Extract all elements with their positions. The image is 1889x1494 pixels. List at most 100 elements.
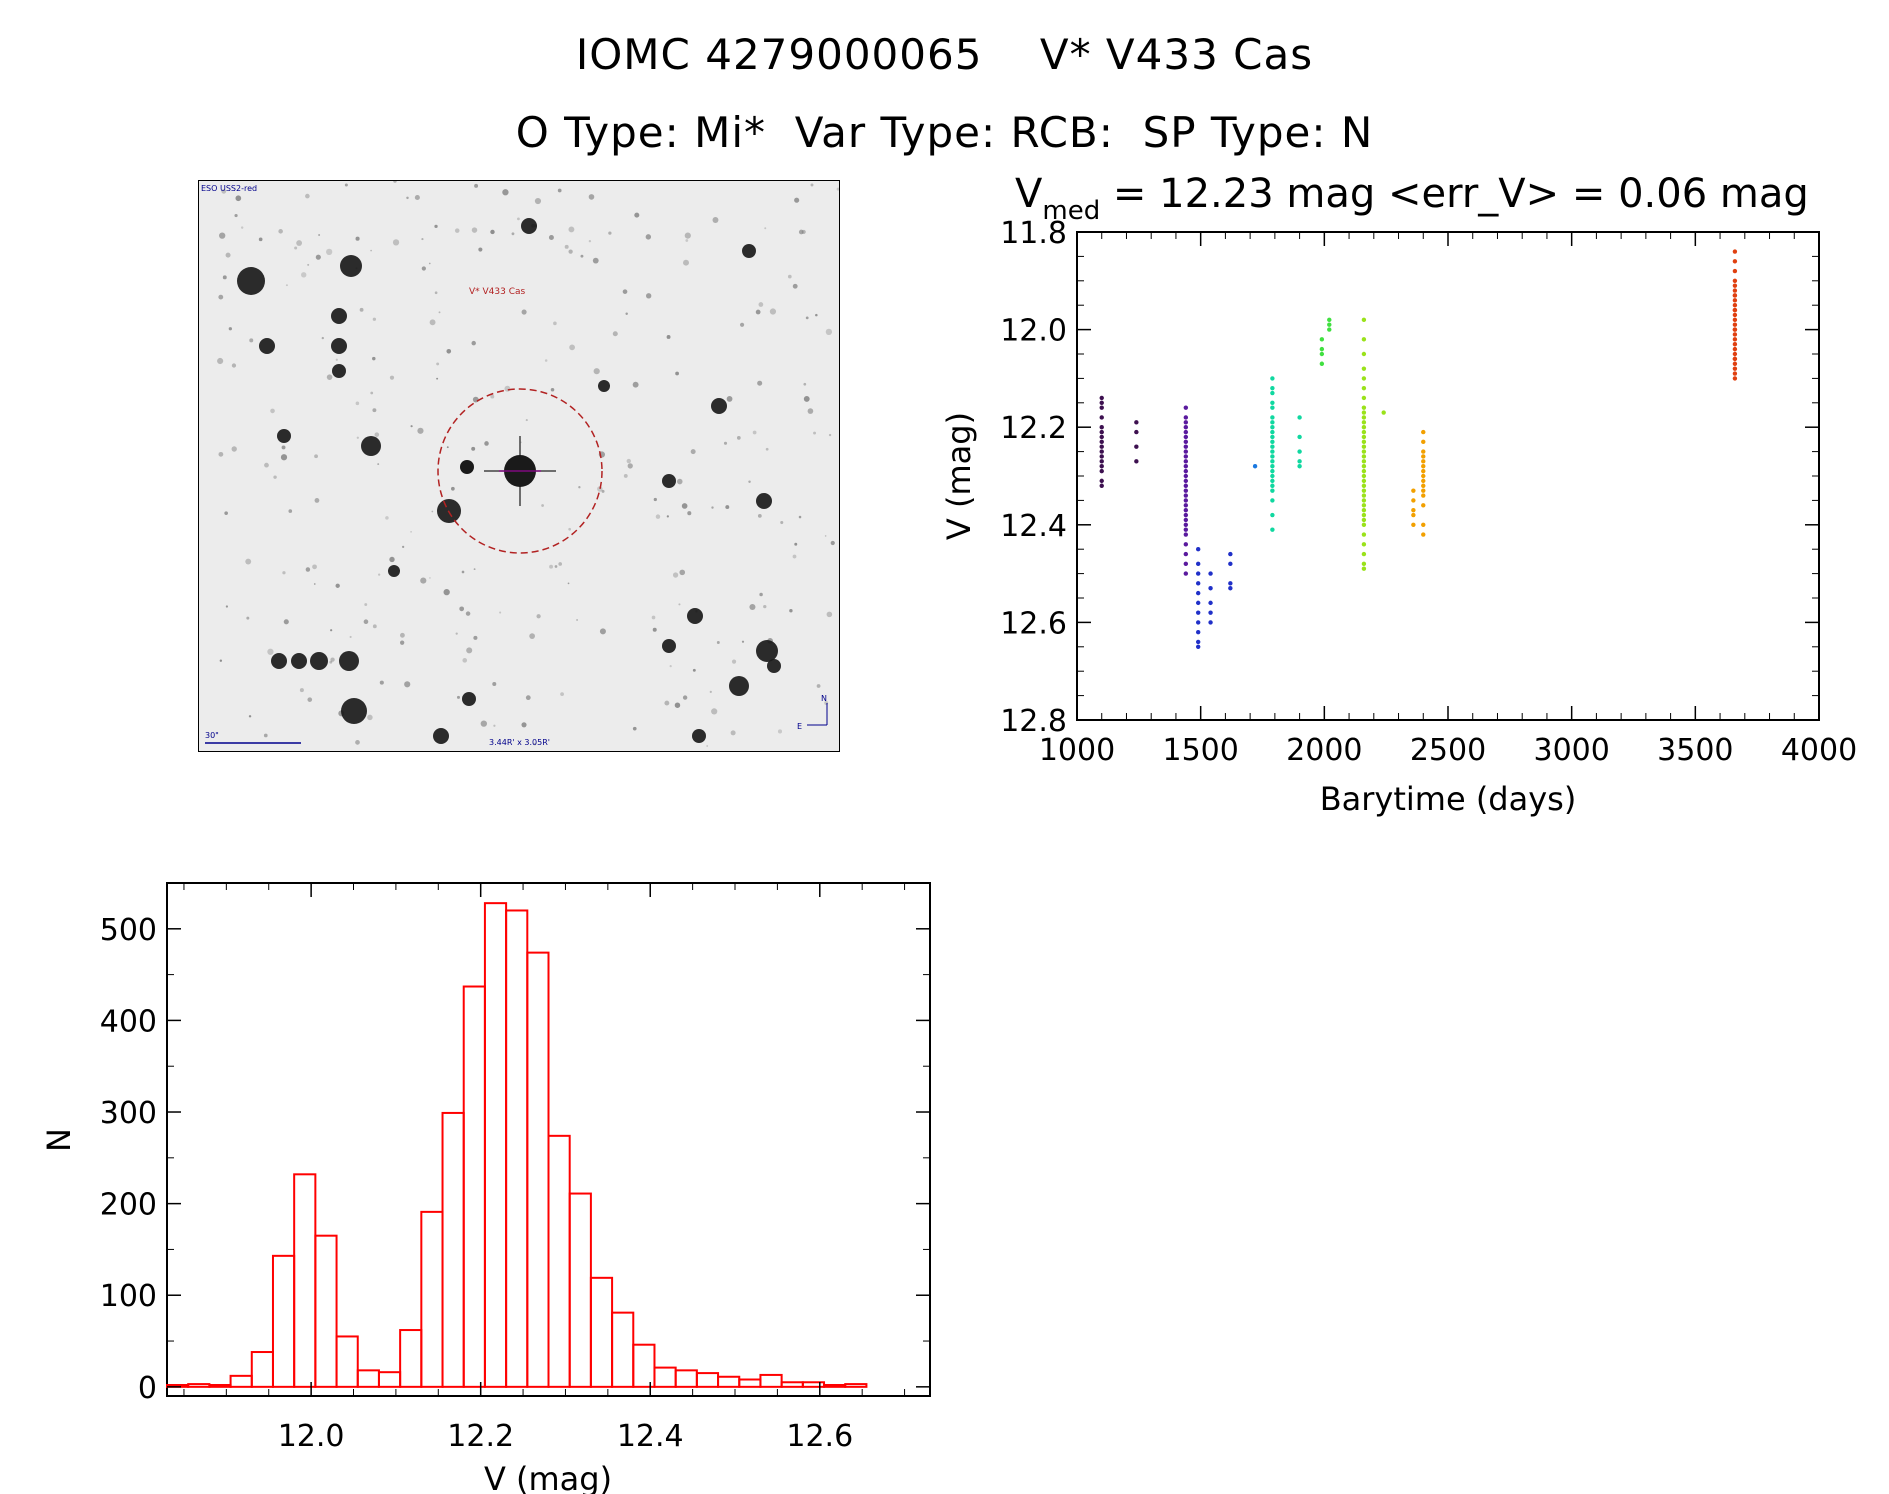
data-point (1099, 405, 1104, 410)
data-point (1421, 483, 1426, 488)
x-tick-label: 2500 (1410, 733, 1486, 768)
data-point (1327, 327, 1332, 332)
y-tick-label: 12.4 (1000, 509, 1067, 544)
star (813, 431, 817, 435)
data-point (1361, 449, 1367, 454)
star (739, 322, 745, 327)
star (534, 197, 542, 205)
star (490, 229, 495, 235)
data-point (1134, 429, 1139, 435)
data-point (1421, 473, 1426, 479)
data-point (1270, 415, 1275, 420)
star (627, 463, 633, 469)
star (219, 232, 226, 239)
star (517, 217, 520, 221)
data-point (1361, 410, 1367, 415)
x-tick-label: 3500 (1657, 733, 1733, 768)
data-point (1183, 498, 1189, 503)
star (692, 668, 696, 672)
data-point (1732, 351, 1738, 357)
data-point (1270, 459, 1275, 464)
data-point (1270, 454, 1275, 459)
star (632, 726, 637, 731)
light-curve-title: Vmed = 12.23 mag <err_V> = 0.06 mag (1015, 171, 1809, 226)
data-point (1319, 346, 1325, 352)
star (291, 653, 307, 669)
data-point (1228, 581, 1233, 586)
data-point (1411, 498, 1416, 503)
star (270, 408, 275, 414)
data-point (1195, 629, 1201, 635)
star (372, 624, 377, 629)
data-point (1208, 571, 1213, 576)
data-point (1361, 459, 1367, 464)
data-point (1183, 473, 1189, 479)
data-point (1183, 478, 1189, 484)
star (645, 234, 652, 240)
star (219, 659, 223, 662)
data-point (1183, 517, 1189, 523)
data-point (1319, 361, 1325, 366)
star (285, 284, 288, 287)
x-tick-label: 3000 (1533, 733, 1609, 768)
star (377, 463, 380, 466)
star (826, 611, 833, 618)
star (576, 619, 578, 621)
data-point (1732, 361, 1738, 366)
data-point (1183, 464, 1189, 469)
data-point (1361, 478, 1367, 484)
data-point (1732, 327, 1738, 332)
star (824, 535, 827, 537)
star (757, 380, 763, 386)
data-point (1270, 429, 1275, 435)
star (712, 217, 719, 223)
star (443, 588, 450, 596)
star (472, 396, 479, 403)
data-point (1361, 532, 1367, 537)
star (755, 309, 761, 315)
data-point (1270, 376, 1275, 381)
star (246, 616, 250, 620)
star (580, 254, 584, 258)
star (225, 605, 229, 608)
star (601, 489, 605, 493)
light-curve-y-axis-label: V (mag) (940, 412, 978, 540)
data-point (1421, 429, 1426, 435)
data-point (1183, 571, 1189, 576)
star (544, 359, 548, 362)
star (759, 592, 763, 597)
star (436, 362, 440, 366)
star (314, 498, 320, 503)
star (764, 227, 767, 230)
data-point (1361, 464, 1367, 469)
data-point (1270, 439, 1275, 445)
data-point (1361, 507, 1367, 513)
star (521, 309, 527, 315)
star (431, 510, 434, 513)
star (473, 568, 476, 571)
star-field (217, 181, 839, 747)
fov-label: 3.44R' x 3.05R' (489, 738, 550, 747)
data-point (1270, 512, 1275, 518)
data-point (1361, 317, 1367, 323)
data-point (1361, 488, 1367, 493)
data-point (1361, 468, 1367, 474)
data-point (1297, 459, 1302, 464)
light-curve-ticks (1076, 231, 1820, 721)
star (379, 680, 384, 685)
star (341, 698, 367, 724)
data-point (1421, 459, 1426, 464)
data-point (1099, 434, 1104, 440)
star (787, 274, 792, 279)
star (692, 729, 706, 743)
star (406, 196, 409, 200)
star (521, 218, 537, 234)
star (511, 232, 515, 236)
data-point (1361, 395, 1367, 401)
star (400, 640, 405, 645)
compass-icon: N E (797, 694, 828, 731)
data-point (1270, 405, 1275, 410)
star (568, 226, 575, 233)
data-point (1183, 439, 1189, 445)
data-point (1361, 517, 1367, 523)
